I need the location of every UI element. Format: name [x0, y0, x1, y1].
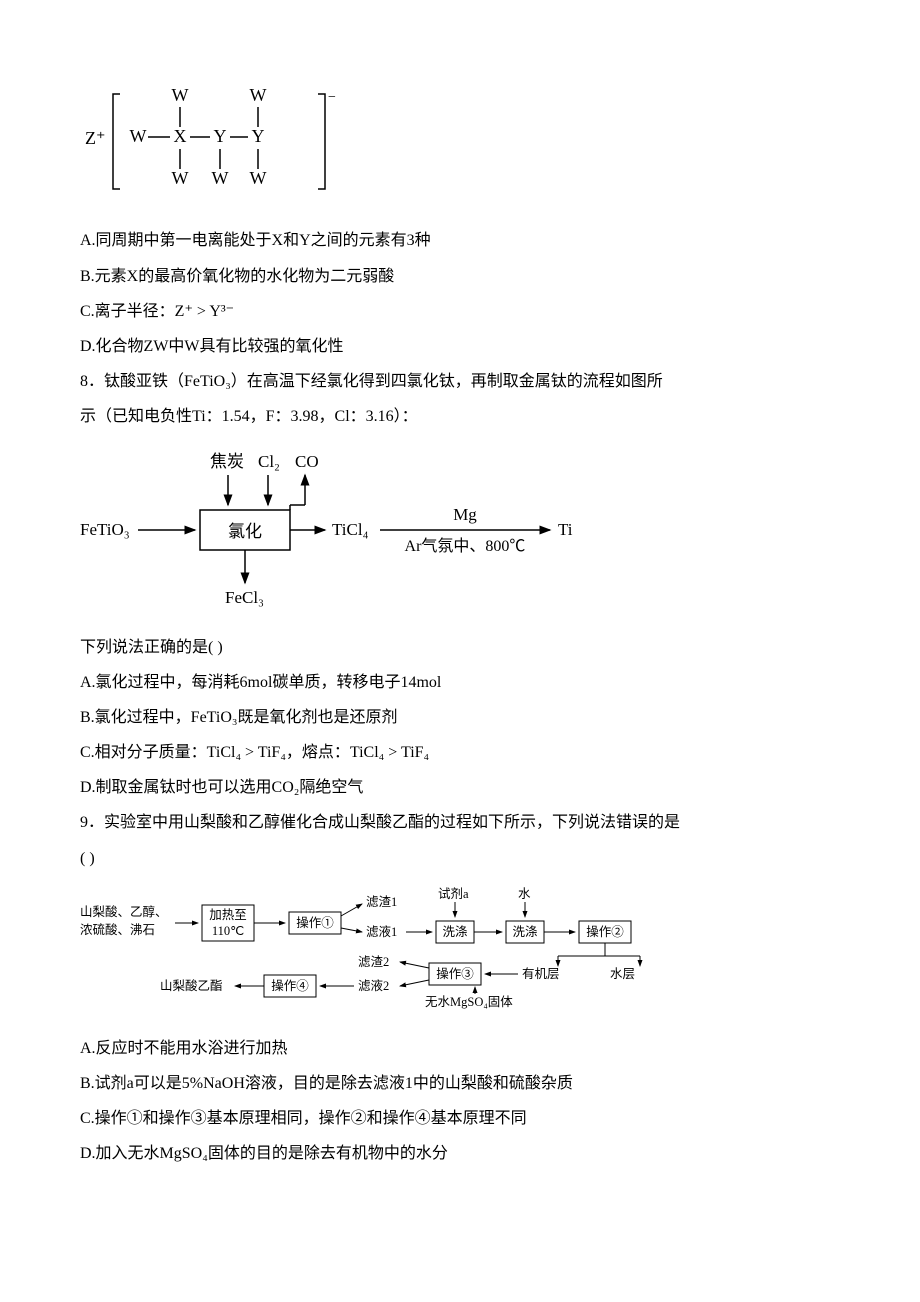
atom-y2: Y [252, 126, 265, 146]
node-ticl4: TiCl₄ [332, 520, 369, 539]
q9-flow-svg: 山梨酸、乙醇、 浓硫酸、沸石 加热至 110℃ 操作① 滤渣1 滤液1 洗涤 试… [80, 884, 670, 1019]
op4-label: 操作④ [271, 978, 309, 993]
q8-flow-diagram: FeTiO₃ 氯化 焦炭 Cl₂ CO FeCl₃ TiCl₄ Mg Ar气氛中… [80, 445, 840, 615]
node-slag2: 滤渣2 [358, 955, 389, 969]
atom-x: X [174, 126, 187, 146]
node-start1: 山梨酸、乙醇、 [80, 904, 168, 919]
node-product: 山梨酸乙酯 [160, 978, 223, 993]
arrow [400, 962, 429, 968]
structural-svg: Z⁺ − W W W X Y Y W W W [80, 79, 340, 199]
node-reagent-a: 试剂a [438, 886, 469, 901]
arrow [341, 904, 362, 916]
arrow [341, 928, 362, 932]
node-fecl3: FeCl₃ [225, 588, 264, 607]
right-bracket [318, 94, 325, 189]
structural-formula-diagram: Z⁺ − W W W X Y Y W W W [80, 60, 840, 203]
q9-option-d: D.加入无水MgSO₄固体的目的是除去有机物中的水分 [80, 1136, 840, 1171]
node-organic: 有机层 [522, 967, 560, 981]
q8-stem-line1: 8．钛酸亚铁（FeTiO₃）在高温下经氯化得到四氯化钛，再制取金属钛的流程如图所 [80, 364, 840, 399]
node-start2: 浓硫酸、沸石 [80, 922, 155, 937]
q7-option-a: A.同周期中第一电离能处于X和Y之间的元素有3种 [80, 223, 840, 258]
atom-w-top2: W [250, 85, 267, 105]
q8-option-b: B.氯化过程中，FeTiO₃既是氧化剂也是还原剂 [80, 700, 840, 735]
node-co: CO [295, 452, 319, 471]
node-cl2: Cl₂ [258, 452, 280, 471]
node-coke: 焦炭 [210, 452, 244, 471]
node-condition: Ar气氛中、800℃ [405, 537, 526, 555]
node-water: 水 [518, 887, 531, 901]
atom-w-bot3: W [250, 168, 267, 188]
q9-stem-line1: 9．实验室中用山梨酸和乙醇催化合成山梨酸乙酯的过程如下所示，下列说法错误的是 [80, 805, 840, 840]
node-mgso4: 无水MgSO₄固体 [425, 995, 513, 1009]
wash2-label: 洗涤 [512, 925, 537, 939]
anion-charge: − [328, 90, 336, 105]
chloride-label: 氯化 [228, 522, 262, 541]
atom-w-bot1: W [172, 168, 189, 188]
q8-question: 下列说法正确的是( ) [80, 630, 840, 665]
q7-option-b: B.元素X的最高价氧化物的水化物为二元弱酸 [80, 259, 840, 294]
op2-label: 操作② [586, 924, 624, 939]
q8-option-c: C.相对分子质量：TiCl₄ > TiF₄，熔点：TiCl₄ > TiF₄ [80, 735, 840, 770]
left-bracket [113, 94, 120, 189]
atom-y1: Y [214, 126, 227, 146]
node-mg: Mg [453, 505, 477, 524]
q8-option-d: D.制取金属钛时也可以选用CO₂隔绝空气 [80, 770, 840, 805]
atom-w-mid: W [130, 126, 147, 146]
atom-w-bot2: W [212, 168, 229, 188]
node-fetio3: FeTiO₃ [80, 520, 130, 539]
heat-label1: 加热至 [209, 908, 247, 922]
q7-option-c: C.离子半径：Z⁺ > Y³⁻ [80, 294, 840, 329]
q9-option-c: C.操作①和操作③基本原理相同，操作②和操作④基本原理不同 [80, 1101, 840, 1136]
arrow [400, 980, 429, 986]
node-liq2: 滤液2 [358, 978, 389, 993]
q7-option-d: D.化合物ZW中W具有比较强的氧化性 [80, 329, 840, 364]
node-ti: Ti [558, 520, 573, 539]
q9-stem-line2: ( ) [80, 841, 840, 876]
wash1-label: 洗涤 [442, 925, 467, 939]
q8-flow-svg: FeTiO₃ 氯化 焦炭 Cl₂ CO FeCl₃ TiCl₄ Mg Ar气氛中… [80, 445, 620, 615]
atom-w-top1: W [172, 85, 189, 105]
q8-stem-line2: 示（已知电负性Ti：1.54，F：3.98，Cl：3.16）： [80, 399, 840, 434]
node-waterlayer: 水层 [610, 967, 635, 981]
q9-option-b: B.试剂a可以是5%NaOH溶液，目的是除去滤液1中的山梨酸和硫酸杂质 [80, 1066, 840, 1101]
node-slag1: 滤渣1 [366, 895, 397, 909]
q9-flow-diagram: 山梨酸、乙醇、 浓硫酸、沸石 加热至 110℃ 操作① 滤渣1 滤液1 洗涤 试… [80, 884, 840, 1019]
z-cation: Z⁺ [85, 128, 106, 148]
q9-option-a: A.反应时不能用水浴进行加热 [80, 1031, 840, 1066]
q8-option-a: A.氯化过程中，每消耗6mol碳单质，转移电子14mol [80, 665, 840, 700]
op3-label: 操作③ [436, 966, 474, 981]
node-liq1: 滤液1 [366, 924, 397, 939]
op1-label: 操作① [296, 915, 334, 930]
heat-label2: 110℃ [212, 924, 244, 938]
